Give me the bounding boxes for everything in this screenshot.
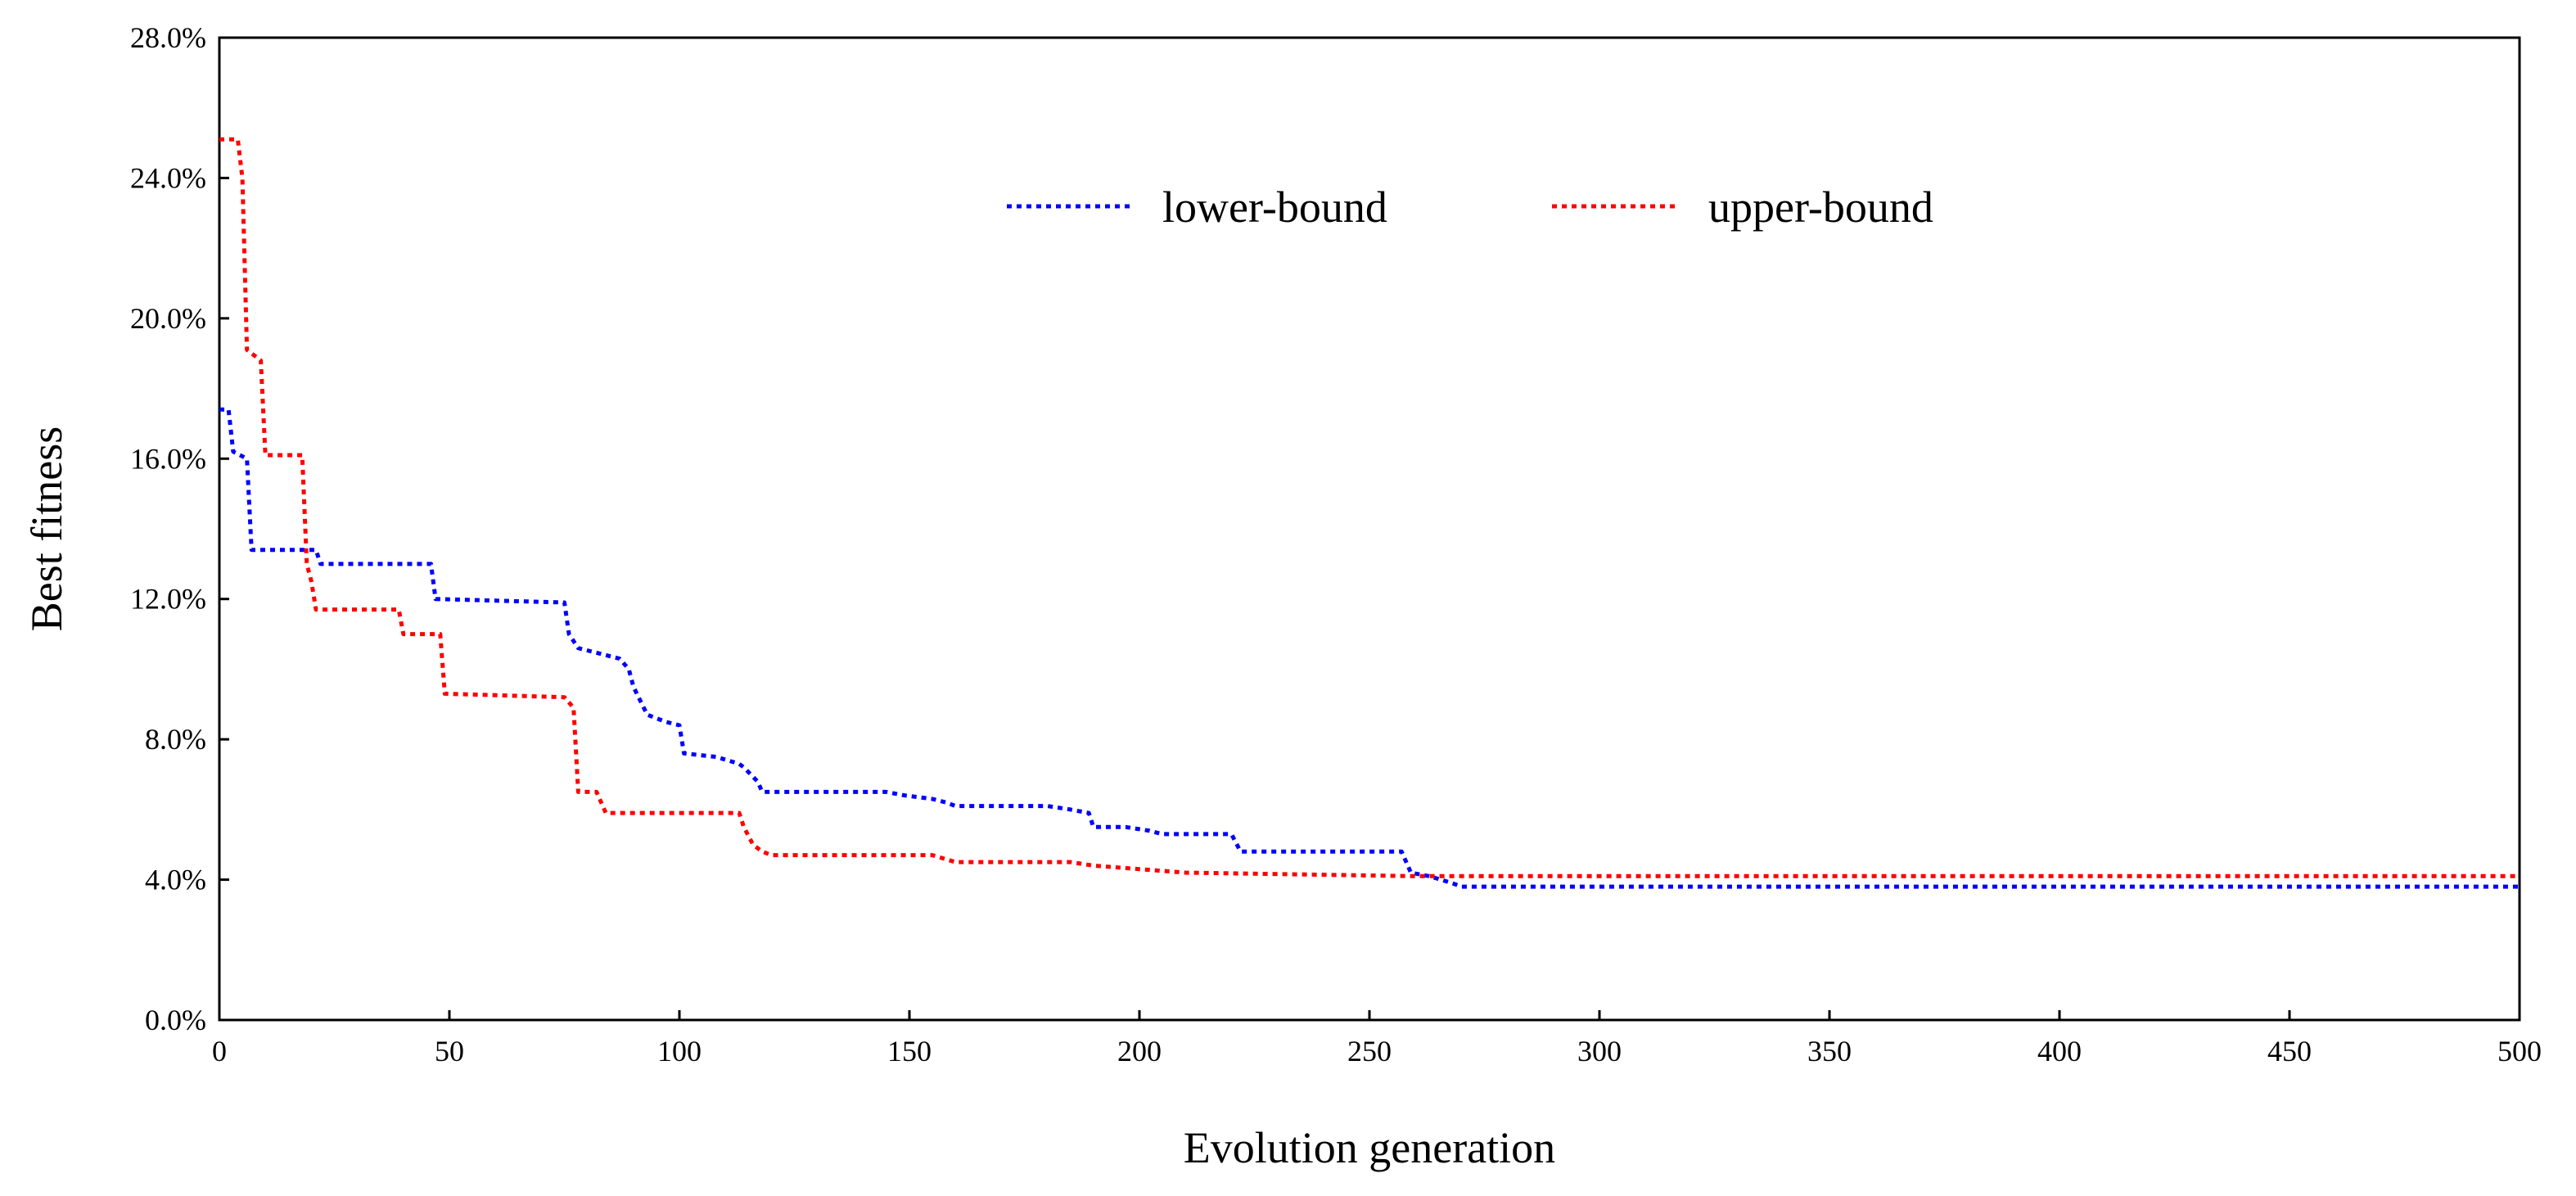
series-line-lower-bound <box>219 407 2520 889</box>
legend-label-lower-bound: lower-bound <box>1162 183 1387 232</box>
x-tick-label: 0 <box>212 1035 227 1067</box>
y-tick-label: 12.0% <box>130 583 206 616</box>
y-tick-label: 24.0% <box>130 161 206 194</box>
y-axis-title: Best fitness <box>22 426 71 632</box>
series-layer <box>219 137 2520 889</box>
x-tick-label: 500 <box>2497 1035 2542 1067</box>
y-tick-label: 20.0% <box>130 302 206 335</box>
y-axis-ticks: 0.0% 4.0% 8.0% 12.0% 16.0% 20.0% 24.0% 28.0% <box>130 21 229 1036</box>
x-tick-label: 350 <box>1807 1035 1852 1067</box>
y-tick-label: 16.0% <box>130 442 206 475</box>
x-tick-label: 50 <box>435 1035 464 1067</box>
x-tick-label: 400 <box>2037 1035 2082 1067</box>
plot-area <box>218 36 2521 1022</box>
x-tick-label: 150 <box>887 1035 932 1067</box>
y-tick-label: 0.0% <box>145 1004 206 1036</box>
legend: lower-bound upper-bound <box>1007 183 1933 232</box>
x-tick-label: 200 <box>1117 1035 1162 1067</box>
x-tick-label: 100 <box>657 1035 702 1067</box>
x-axis-ticks: 0 50 100 150 200 250 300 350 400 450 500 <box>212 1010 2542 1067</box>
legend-label-upper-bound: upper-bound <box>1708 183 1933 232</box>
series-line-upper-bound <box>219 137 2520 878</box>
x-axis-title: Evolution generation <box>1184 1123 1555 1172</box>
y-tick-label: 8.0% <box>145 723 206 756</box>
x-tick-label: 300 <box>1577 1035 1622 1067</box>
x-tick-label: 450 <box>2267 1035 2312 1067</box>
y-tick-label: 28.0% <box>130 21 206 54</box>
y-tick-label: 4.0% <box>145 864 206 896</box>
x-tick-label: 250 <box>1347 1035 1392 1067</box>
